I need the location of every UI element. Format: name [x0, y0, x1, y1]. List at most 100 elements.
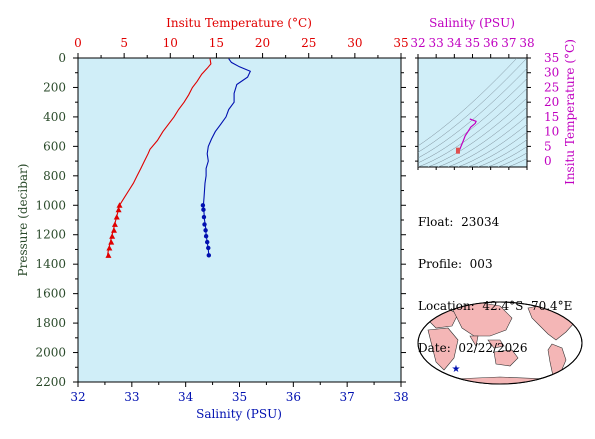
salinity-marker: [206, 253, 212, 258]
ts-curve: [457, 118, 477, 153]
profile-plot-series: [105, 58, 252, 258]
salinity-tick-label: 34: [178, 390, 194, 404]
salinity-marker: [201, 207, 206, 212]
pressure-tick-label: 1800: [35, 316, 66, 330]
temperature-tick-label: 20: [255, 36, 270, 50]
date-label: Date:: [418, 341, 451, 355]
ts-temperature-tick-label: 30: [544, 66, 559, 80]
ts-density-contour: [418, 68, 527, 159]
salinity-axis-title: Salinity (PSU): [196, 407, 282, 421]
salinity-tick-label: 38: [393, 390, 408, 404]
temperature-tick-label: 15: [209, 36, 224, 50]
float-label: Float:: [418, 215, 454, 229]
temperature-marker: [110, 227, 117, 233]
temperature-tick-label: 25: [301, 36, 316, 50]
salinity-marker: [203, 234, 209, 239]
pressure-tick-label: 800: [43, 169, 66, 183]
ts-density-contour: [418, 78, 527, 164]
world-map: ★: [417, 301, 583, 385]
ts-density-contour: [467, 131, 527, 167]
temperature-marker: [109, 233, 116, 239]
date-value: 02/22/2026: [458, 341, 528, 355]
ts-density-contour: [497, 152, 527, 167]
float-info: Float: 23034 Profile: 003 Location: 42.4…: [418, 187, 572, 369]
temperature-marker: [108, 239, 115, 245]
salinity-tick-label: 35: [232, 390, 247, 404]
ts-density-contour: [507, 158, 527, 167]
map-land-australia: [493, 349, 519, 367]
ts-density-contours: [418, 58, 527, 167]
temperature-marker: [106, 244, 113, 251]
temperature-tick-label: 30: [347, 36, 362, 50]
ts-temperature-tick-label: 25: [544, 80, 559, 94]
pressure-axis-title: Pressure (decibar): [16, 164, 30, 277]
profile-value: 003: [469, 257, 493, 271]
pressure-tick-label: 1200: [35, 228, 66, 242]
star-icon: ★: [452, 364, 461, 375]
ts-salinity-tick-label: 38: [519, 36, 534, 50]
temperature-tick-label: 35: [393, 36, 408, 50]
temperature-marker: [111, 221, 118, 227]
profile-label: Profile:: [418, 257, 463, 271]
pressure-tick-label: 200: [43, 80, 66, 94]
pressure-tick-label: 1600: [35, 287, 66, 301]
ts-salinity-tick-label: 32: [410, 36, 425, 50]
profile-row: Profile: 003: [418, 257, 572, 271]
map-land-antarctica: [428, 376, 572, 384]
salinity-tick-label: 32: [70, 390, 85, 404]
temperature-axis-title: Insitu Temperature (°C): [166, 16, 312, 30]
profile-plot-ticks: 0 5 10 15 20 25 30 35 32 33 34 35 36 37 38 0 200 400 600 80…: [35, 36, 408, 404]
ts-density-contour: [418, 58, 518, 147]
salinity-marker: [205, 239, 210, 245]
ts-deep-marker: [455, 147, 460, 154]
ts-density-contour: [418, 58, 527, 153]
profile-plot-background: [77, 57, 402, 383]
salinity-tick-label: 36: [286, 390, 301, 404]
ts-temperature-tick-label: 20: [544, 95, 559, 109]
ts-temperature-tick-label: 0: [544, 154, 552, 168]
ts-density-contour: [457, 123, 527, 167]
ts-salinity-axis-title: Salinity (PSU): [429, 16, 515, 30]
location-label: Location:: [418, 299, 475, 313]
ts-density-contour: [437, 106, 527, 167]
salinity-tick-label: 33: [124, 390, 139, 404]
ts-density-contour: [427, 97, 527, 167]
temperature-marker: [105, 252, 112, 258]
ts-diagram-background: [417, 57, 528, 168]
ts-temperature-tick-label: 15: [544, 110, 559, 124]
ts-salinity-tick-label: 33: [429, 36, 444, 50]
temperature-marker: [116, 202, 123, 208]
pressure-tick-label: 1400: [35, 257, 66, 271]
salinity-marker: [202, 222, 207, 227]
temperature-tick-label: 10: [163, 36, 178, 50]
location-row: Location: 42.4°S 70.4°E: [418, 299, 572, 313]
ts-temperature-axis-title: Insitu Temperature (°C): [563, 39, 577, 185]
ts-density-contour: [477, 139, 527, 167]
ts-temperature-tick-label: 5: [544, 139, 552, 153]
pressure-tick-label: 2200: [35, 375, 66, 389]
ts-density-contour: [447, 115, 527, 167]
ts-density-contour: [418, 88, 527, 167]
temperature-marker: [113, 214, 120, 220]
map-land-asia: [451, 302, 513, 337]
ts-salinity-tick-label: 34: [447, 36, 463, 50]
salinity-tick-label: 37: [340, 390, 355, 404]
temperature-tick-label: 5: [120, 36, 128, 50]
pressure-tick-label: 400: [43, 110, 66, 124]
ts-salinity-tick-label: 37: [501, 36, 516, 50]
pressure-tick-label: 1000: [35, 198, 66, 212]
profile-plot: 0 5 10 15 20 25 30 35 32 33 34 35 36 37 38 0 200 400 600 80…: [16, 16, 409, 421]
map-outline: [417, 301, 583, 385]
salinity-marker: [203, 228, 208, 233]
salinity-marker: [201, 214, 207, 220]
ts-salinity-tick-label: 36: [483, 36, 498, 50]
date-row: Date: 02/22/2026: [418, 341, 572, 355]
pressure-tick-label: 600: [43, 139, 66, 153]
float-row: Float: 23034: [418, 215, 572, 229]
pressure-tick-label: 0: [58, 51, 66, 65]
ts-temperature-tick-label: 35: [544, 51, 559, 65]
ts-salinity-tick-label: 35: [465, 36, 480, 50]
